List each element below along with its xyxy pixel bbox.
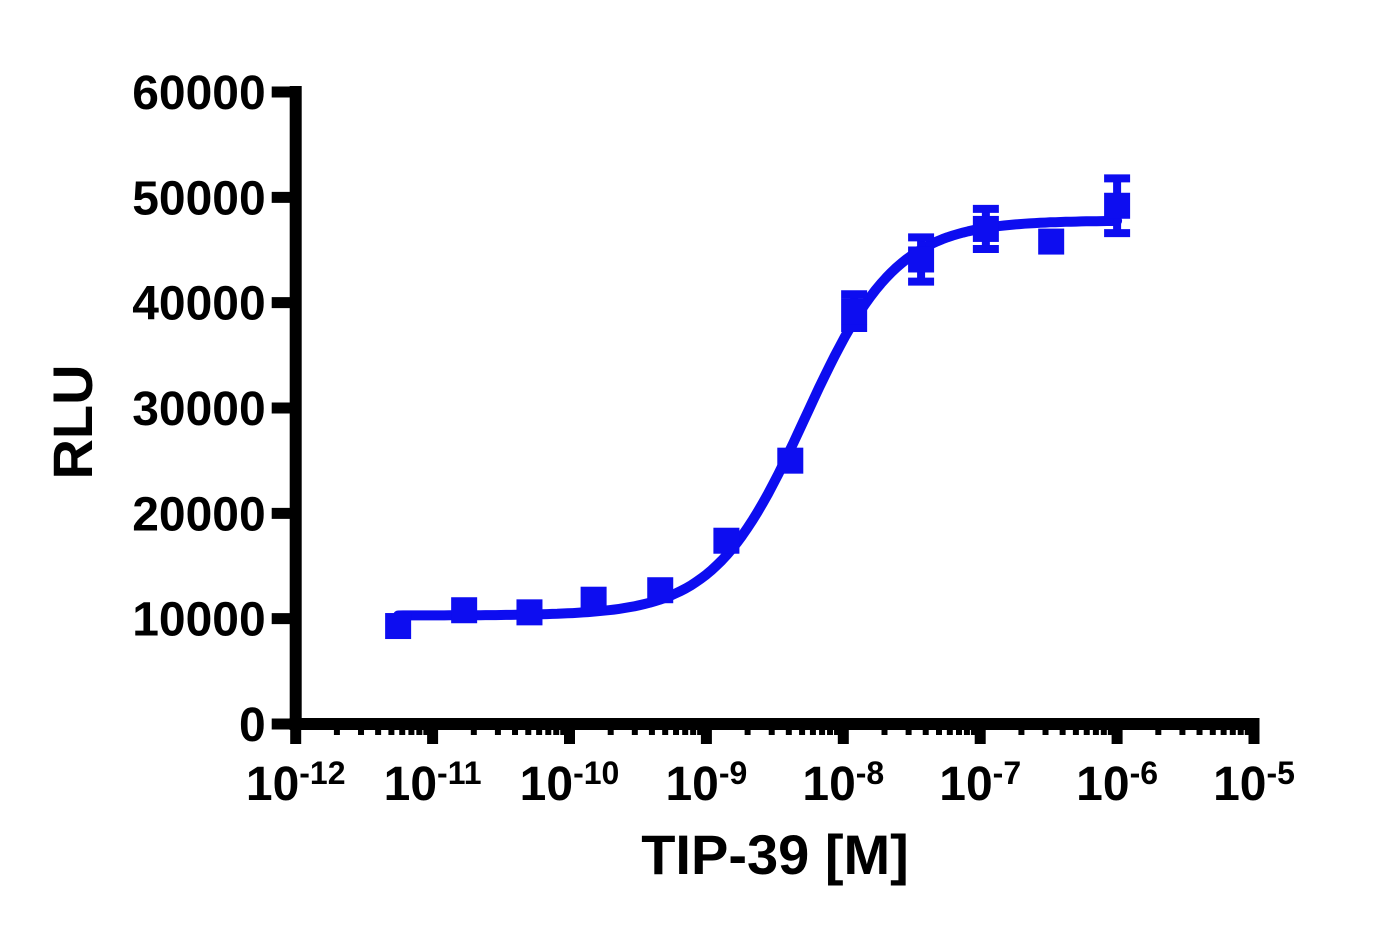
fit-curve <box>393 215 1123 621</box>
x-tick-label: 10-11 <box>384 755 482 811</box>
x-tick-label: 10-7 <box>939 755 1021 811</box>
data-point-marker <box>972 215 999 242</box>
data-point-marker <box>451 597 478 624</box>
data-point-marker <box>580 586 607 613</box>
y-tick-label: 40000 <box>132 278 265 331</box>
x-tick-label: 10-9 <box>665 755 747 811</box>
data-point-marker <box>777 447 804 474</box>
y-tick-label: 10000 <box>132 594 265 647</box>
x-tick-label: 10-5 <box>1213 755 1295 811</box>
data-point-marker <box>841 298 868 325</box>
data-point-marker <box>385 613 412 640</box>
data-point-marker <box>713 527 740 554</box>
data-point-marker <box>516 599 543 626</box>
x-tick-label: 10-10 <box>520 755 620 811</box>
y-tick-label: 30000 <box>132 383 265 436</box>
data-point-marker <box>908 246 935 273</box>
x-tick-label: 10-6 <box>1076 755 1158 811</box>
y-tick-label: 0 <box>239 699 266 752</box>
y-tick-label: 50000 <box>132 172 265 225</box>
data-point-marker <box>1038 228 1065 255</box>
y-tick-label: 20000 <box>132 488 265 541</box>
x-tick-label: 10-12 <box>246 755 346 811</box>
data-point-marker <box>647 577 674 604</box>
x-axis-title: TIP-39 [M] <box>641 823 909 886</box>
x-tick-label: 10-8 <box>802 755 884 811</box>
data-point-marker <box>1104 192 1131 219</box>
y-tick-label: 60000 <box>132 67 265 120</box>
y-axis-title: RLU <box>41 364 104 479</box>
